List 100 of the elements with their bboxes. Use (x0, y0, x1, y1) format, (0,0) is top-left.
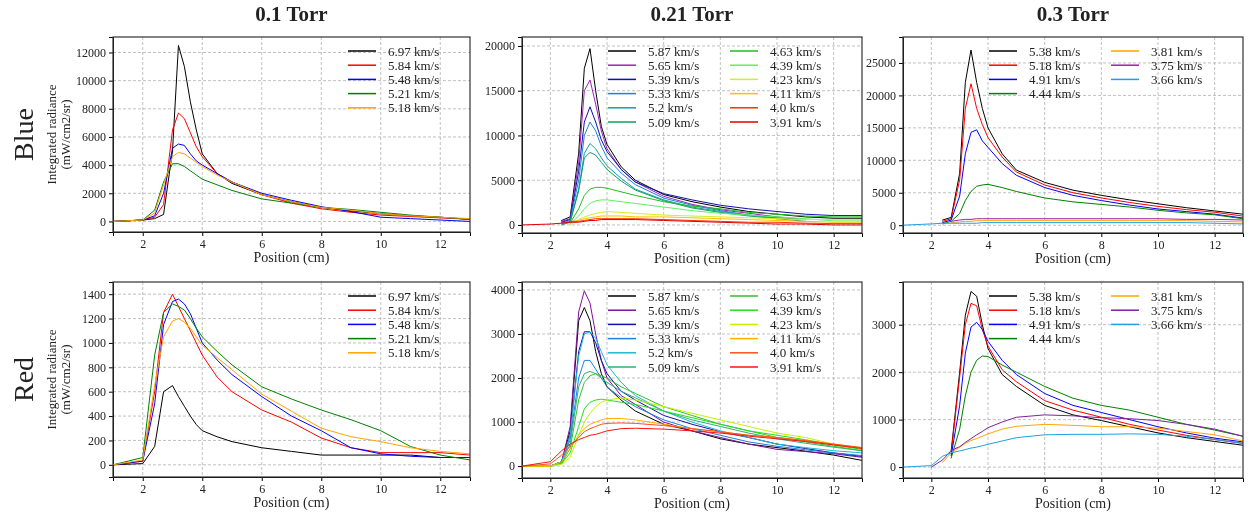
x-tick-label: 12 (1209, 482, 1222, 497)
x-tick-label: 4 (604, 237, 611, 252)
legend-label: 3.75 km/s (1151, 57, 1203, 73)
x-tick-label: 2 (140, 481, 147, 496)
y-tick-label: 0 (890, 218, 896, 233)
x-tick-label: 4 (604, 482, 611, 497)
y-tick-label: 0 (890, 460, 896, 475)
x-axis-title: Position (cm) (1035, 496, 1112, 512)
y-tick-label: 4000 (82, 158, 106, 173)
line-series (942, 129, 1243, 224)
legend-label: 3.75 km/s (1151, 302, 1203, 318)
y-tick-label: 4000 (491, 283, 515, 298)
x-tick-label: 6 (661, 237, 668, 252)
x-tick-label: 10 (771, 237, 784, 252)
x-tick-label: 6 (259, 236, 266, 251)
x-tick-label: 10 (375, 236, 388, 251)
x-axis-title: Position (cm) (253, 250, 330, 266)
legend-label: 5.48 km/s (388, 316, 440, 332)
legend-label: 5.33 km/s (648, 86, 700, 102)
x-tick-label: 6 (259, 481, 266, 496)
line-series (930, 414, 1243, 468)
x-tick-label: 12 (434, 236, 447, 251)
legend-label: 4.11 km/s (770, 331, 821, 347)
legend-label: 5.65 km/s (648, 57, 700, 73)
legend-label: 5.09 km/s (648, 114, 700, 130)
x-tick-label: 10 (1152, 482, 1165, 497)
legend-label: 5.2 km/s (648, 345, 693, 361)
legend-label: 5.18 km/s (388, 345, 440, 361)
x-axis-title: Position (cm) (654, 251, 731, 267)
x-tick-label: 8 (1098, 237, 1105, 252)
line-series (942, 49, 1243, 221)
legend-label: 5.39 km/s (648, 316, 700, 332)
legend-label: 5.65 km/s (648, 302, 700, 318)
y-tick-label: 3000 (872, 318, 896, 333)
chart-title: 0.21 Torr (650, 2, 734, 26)
y-tick-label: 5000 (872, 186, 896, 201)
x-tick-label: 8 (1098, 482, 1105, 497)
x-tick-label: 10 (1152, 237, 1165, 252)
y-tick-label: 1400 (82, 287, 106, 302)
x-tick-label: 12 (828, 482, 841, 497)
y-tick-label: 200 (88, 433, 106, 448)
x-tick-label: 6 (1042, 237, 1049, 252)
x-tick-label: 6 (661, 482, 668, 497)
line-series (569, 199, 862, 225)
y-tick-label: 3000 (491, 327, 515, 342)
x-tick-label: 8 (717, 237, 724, 252)
line-series (903, 433, 1243, 468)
x-tick-label: 6 (1042, 482, 1049, 497)
legend-label: 3.81 km/s (1151, 288, 1203, 304)
y-tick-label: 1000 (491, 415, 515, 430)
x-tick-label: 4 (985, 482, 992, 497)
y-tick-label: 0 (100, 214, 106, 229)
legend-label: 4.39 km/s (770, 57, 822, 73)
y-tick-label: 0 (509, 459, 515, 474)
x-tick-label: 10 (771, 482, 784, 497)
chart-title: 0.3 Torr (1036, 2, 1110, 26)
legend-label: 5.21 km/s (388, 86, 440, 102)
y-tick-label: 1000 (872, 412, 896, 427)
legend-label: 4.11 km/s (770, 86, 821, 102)
legend-label: 4.91 km/s (1029, 71, 1081, 87)
x-axis-title: Position (cm) (654, 496, 731, 512)
y-tick-label: 2000 (82, 186, 106, 201)
line-series (569, 186, 862, 224)
y-tick-label: 15000 (485, 84, 515, 99)
legend-label: 5.18 km/s (1029, 302, 1081, 318)
legend-label: 6.97 km/s (388, 43, 440, 59)
y-tick-label: 600 (88, 385, 106, 400)
x-tick-label: 4 (199, 236, 206, 251)
x-tick-label: 4 (199, 481, 206, 496)
x-axis-title: Position (cm) (253, 495, 330, 511)
legend-label: 3.91 km/s (770, 114, 822, 130)
line-series (569, 215, 862, 223)
legend-label: 5.2 km/s (648, 100, 693, 116)
y-tick-label: 800 (88, 360, 106, 375)
text: Blue (8, 108, 39, 161)
y-tick-label: 2000 (491, 371, 515, 386)
line-series (569, 211, 862, 226)
line-series (942, 83, 1243, 222)
line-series (942, 423, 1243, 463)
legend-label: 5.18 km/s (388, 100, 440, 116)
x-tick-label: 8 (318, 481, 325, 496)
x-tick-label: 10 (375, 481, 388, 496)
legend-label: 5.38 km/s (1029, 288, 1081, 304)
legend-label: 5.87 km/s (648, 288, 700, 304)
legend-label: 5.38 km/s (1029, 43, 1081, 59)
x-tick-label: 2 (140, 236, 147, 251)
legend-label: 4.44 km/s (1029, 331, 1081, 347)
line-series (561, 48, 862, 221)
line-series (942, 183, 1243, 225)
y-tick-label: 10000 (866, 153, 896, 168)
legend-label: 4.23 km/s (770, 71, 822, 87)
x-tick-label: 8 (318, 236, 325, 251)
x-tick-label: 12 (828, 237, 841, 252)
x-tick-label: 2 (928, 237, 935, 252)
y-tick-label: 1000 (82, 336, 106, 351)
x-axis-title: Position (cm) (1035, 251, 1112, 267)
y-axis-title: Integrated radiance (mW/cm2/sr) (44, 329, 73, 430)
x-tick-label: 12 (434, 481, 447, 496)
legend-label: 3.81 km/s (1151, 43, 1203, 59)
legend-label: 4.0 km/s (770, 345, 815, 361)
